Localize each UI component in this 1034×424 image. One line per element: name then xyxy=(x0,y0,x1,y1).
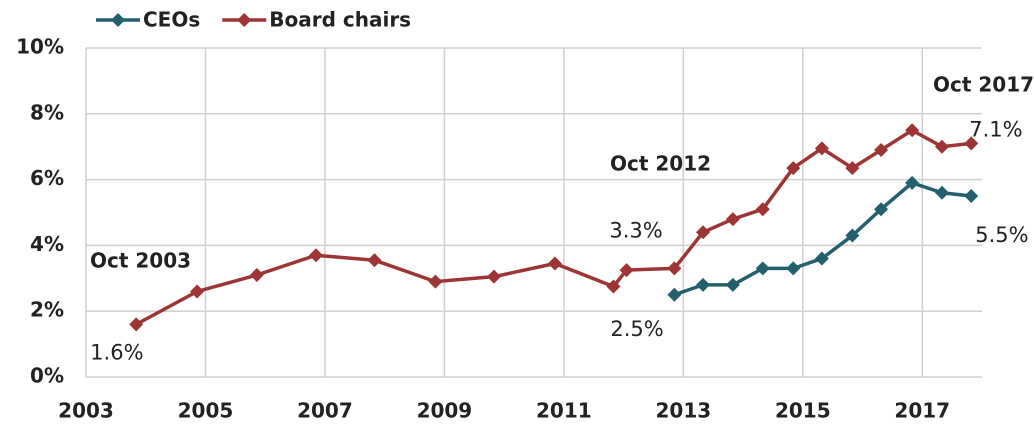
marker xyxy=(190,284,205,299)
y-tick-label: 2% xyxy=(30,298,64,322)
data-label: 7.1% xyxy=(969,117,1022,141)
marker xyxy=(755,202,770,217)
marker xyxy=(786,161,801,176)
legend-marker xyxy=(237,13,252,27)
x-tick-label: 2005 xyxy=(178,399,234,423)
marker xyxy=(249,268,264,283)
data-label: 5.5% xyxy=(975,223,1028,247)
x-tick-label: 2011 xyxy=(536,399,592,423)
marker xyxy=(725,212,740,227)
y-tick-label: 6% xyxy=(30,166,64,190)
y-tick-label: 10% xyxy=(16,35,64,59)
marker xyxy=(367,253,382,268)
legend-label: Board chairs xyxy=(269,8,411,32)
marker xyxy=(308,248,323,263)
x-tick-label: 2009 xyxy=(417,399,473,423)
marker xyxy=(934,185,949,200)
marker xyxy=(845,228,860,243)
marker xyxy=(755,261,770,276)
x-tick-label: 2003 xyxy=(58,399,114,423)
marker xyxy=(725,277,740,292)
annotation: Oct 2003 xyxy=(90,249,191,273)
y-tick-label: 0% xyxy=(30,364,64,388)
annotation: Oct 2017 xyxy=(933,73,1034,97)
data-label: 2.5% xyxy=(610,317,663,341)
x-tick-label: 2015 xyxy=(775,399,831,423)
marker xyxy=(964,136,979,151)
marker xyxy=(786,261,801,276)
marker xyxy=(486,269,501,284)
marker xyxy=(814,251,829,266)
x-tick-label: 2007 xyxy=(297,399,353,423)
marker xyxy=(428,274,443,289)
legend-marker xyxy=(111,13,125,27)
marker xyxy=(845,161,860,176)
x-tick-label: 2017 xyxy=(894,399,950,423)
legend-label: CEOs xyxy=(143,8,200,32)
marker xyxy=(667,287,682,302)
marker xyxy=(964,189,979,204)
marker xyxy=(696,277,711,292)
series-line xyxy=(135,128,972,326)
y-tick-label: 8% xyxy=(30,100,64,124)
series-line xyxy=(673,180,972,297)
marker xyxy=(619,263,634,278)
marker xyxy=(934,139,949,154)
marker xyxy=(606,279,621,294)
data-label: 3.3% xyxy=(609,218,662,242)
marker xyxy=(547,256,562,271)
marker xyxy=(696,225,711,240)
marker xyxy=(905,175,920,190)
marker xyxy=(874,142,889,157)
marker xyxy=(905,123,920,138)
marker xyxy=(667,261,682,276)
marker xyxy=(874,202,889,217)
marker xyxy=(129,317,144,332)
annotation: Oct 2012 xyxy=(610,152,711,176)
y-tick-label: 4% xyxy=(30,232,64,256)
marker xyxy=(814,141,829,156)
data-label: 1.6% xyxy=(90,340,143,364)
x-tick-label: 2013 xyxy=(655,399,711,423)
